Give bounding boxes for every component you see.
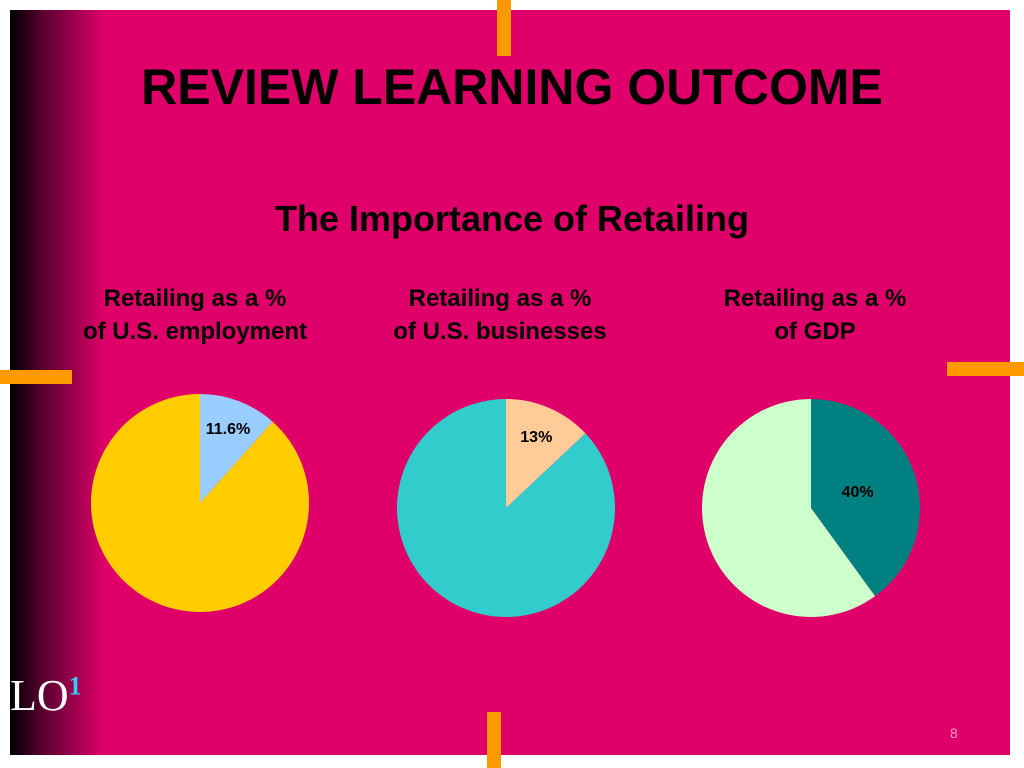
- chart-title: Retailing as a % of U.S. businesses: [393, 285, 607, 345]
- pie-slice: [91, 394, 310, 612]
- chart-title: Retailing as a % of U.S. employment: [82, 285, 308, 345]
- slide-title: REVIEW LEARNING OUTCOME: [141, 59, 883, 115]
- data-label: 11.6%: [206, 421, 250, 438]
- lo-label: LO1: [10, 670, 82, 721]
- data-label: 13%: [520, 429, 552, 446]
- chart-title: Retailing as a % of GDP: [723, 285, 907, 345]
- pie-slice: [701, 399, 876, 617]
- accent-bar: [947, 362, 1024, 376]
- page-number: 8: [950, 725, 958, 741]
- pie-slice: [200, 394, 273, 503]
- pie-slice: [506, 399, 586, 508]
- data-label: 40%: [842, 484, 874, 501]
- slide: [10, 10, 1010, 755]
- accent-bar: [487, 712, 501, 768]
- pie-slice: [396, 399, 615, 617]
- lo-text: LO: [10, 671, 69, 720]
- accent-bar: [0, 370, 72, 384]
- accent-bar: [497, 0, 511, 56]
- pie-slice: [811, 399, 920, 597]
- lo-number: 1: [68, 671, 82, 701]
- slide-subtitle: The Importance of Retailing: [274, 198, 750, 239]
